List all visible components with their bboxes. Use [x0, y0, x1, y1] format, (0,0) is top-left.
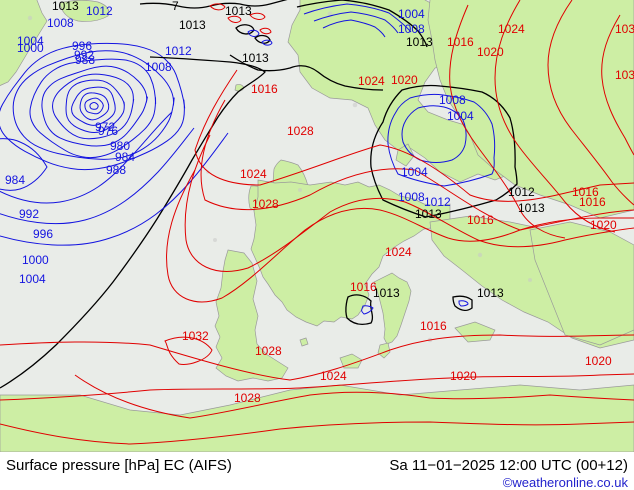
svg-text:1020: 1020 — [585, 354, 612, 368]
svg-text:1008: 1008 — [145, 60, 172, 74]
svg-text:1024: 1024 — [320, 369, 347, 383]
svg-text:103: 103 — [615, 68, 634, 82]
svg-text:1016: 1016 — [251, 82, 278, 96]
svg-text:992: 992 — [19, 207, 39, 221]
svg-text:1028: 1028 — [287, 124, 314, 138]
svg-text:1028: 1028 — [255, 344, 282, 358]
svg-text:984: 984 — [115, 150, 135, 164]
svg-text:1016: 1016 — [467, 213, 494, 227]
svg-text:1008: 1008 — [47, 16, 74, 30]
svg-text:1013: 1013 — [52, 0, 79, 13]
svg-text:1020: 1020 — [391, 73, 418, 87]
svg-text:1013: 1013 — [179, 18, 206, 32]
svg-text:1020: 1020 — [590, 218, 617, 232]
svg-text:1016: 1016 — [420, 319, 447, 333]
svg-text:1008: 1008 — [439, 93, 466, 107]
svg-text:1000: 1000 — [22, 253, 49, 267]
svg-text:1016: 1016 — [579, 195, 606, 209]
svg-text:1000: 1000 — [17, 41, 44, 55]
svg-text:1013: 1013 — [518, 201, 545, 215]
svg-text:1012: 1012 — [86, 4, 113, 18]
svg-text:1008: 1008 — [398, 22, 425, 36]
svg-text:1013: 1013 — [225, 4, 252, 18]
svg-text:1004: 1004 — [398, 7, 425, 21]
svg-text:1013: 1013 — [406, 35, 433, 49]
svg-text:1016: 1016 — [447, 35, 474, 49]
svg-text:988: 988 — [106, 163, 126, 177]
svg-text:1013: 1013 — [242, 51, 269, 65]
svg-text:1028: 1028 — [252, 197, 279, 211]
svg-text:1013: 1013 — [415, 207, 442, 221]
svg-text:988: 988 — [75, 53, 95, 67]
svg-text:1024: 1024 — [358, 74, 385, 88]
svg-text:1012: 1012 — [165, 44, 192, 58]
svg-text:103: 103 — [615, 22, 634, 36]
svg-text:1020: 1020 — [477, 45, 504, 59]
svg-text:1004: 1004 — [401, 165, 428, 179]
svg-text:976: 976 — [98, 124, 118, 138]
svg-text:7: 7 — [172, 0, 179, 13]
svg-text:996: 996 — [33, 227, 53, 241]
svg-text:1004: 1004 — [19, 272, 46, 286]
svg-text:1004: 1004 — [447, 109, 474, 123]
svg-text:1008: 1008 — [398, 190, 425, 204]
svg-text:1024: 1024 — [385, 245, 412, 259]
svg-text:1012: 1012 — [508, 185, 535, 199]
svg-text:1012: 1012 — [424, 195, 451, 209]
svg-text:1024: 1024 — [240, 167, 267, 181]
svg-text:1020: 1020 — [450, 369, 477, 383]
svg-text:984: 984 — [5, 173, 25, 187]
svg-text:1013: 1013 — [477, 286, 504, 300]
svg-text:1013: 1013 — [373, 286, 400, 300]
svg-text:1028: 1028 — [234, 391, 261, 405]
svg-text:1024: 1024 — [498, 22, 525, 36]
svg-text:1032: 1032 — [182, 329, 209, 343]
